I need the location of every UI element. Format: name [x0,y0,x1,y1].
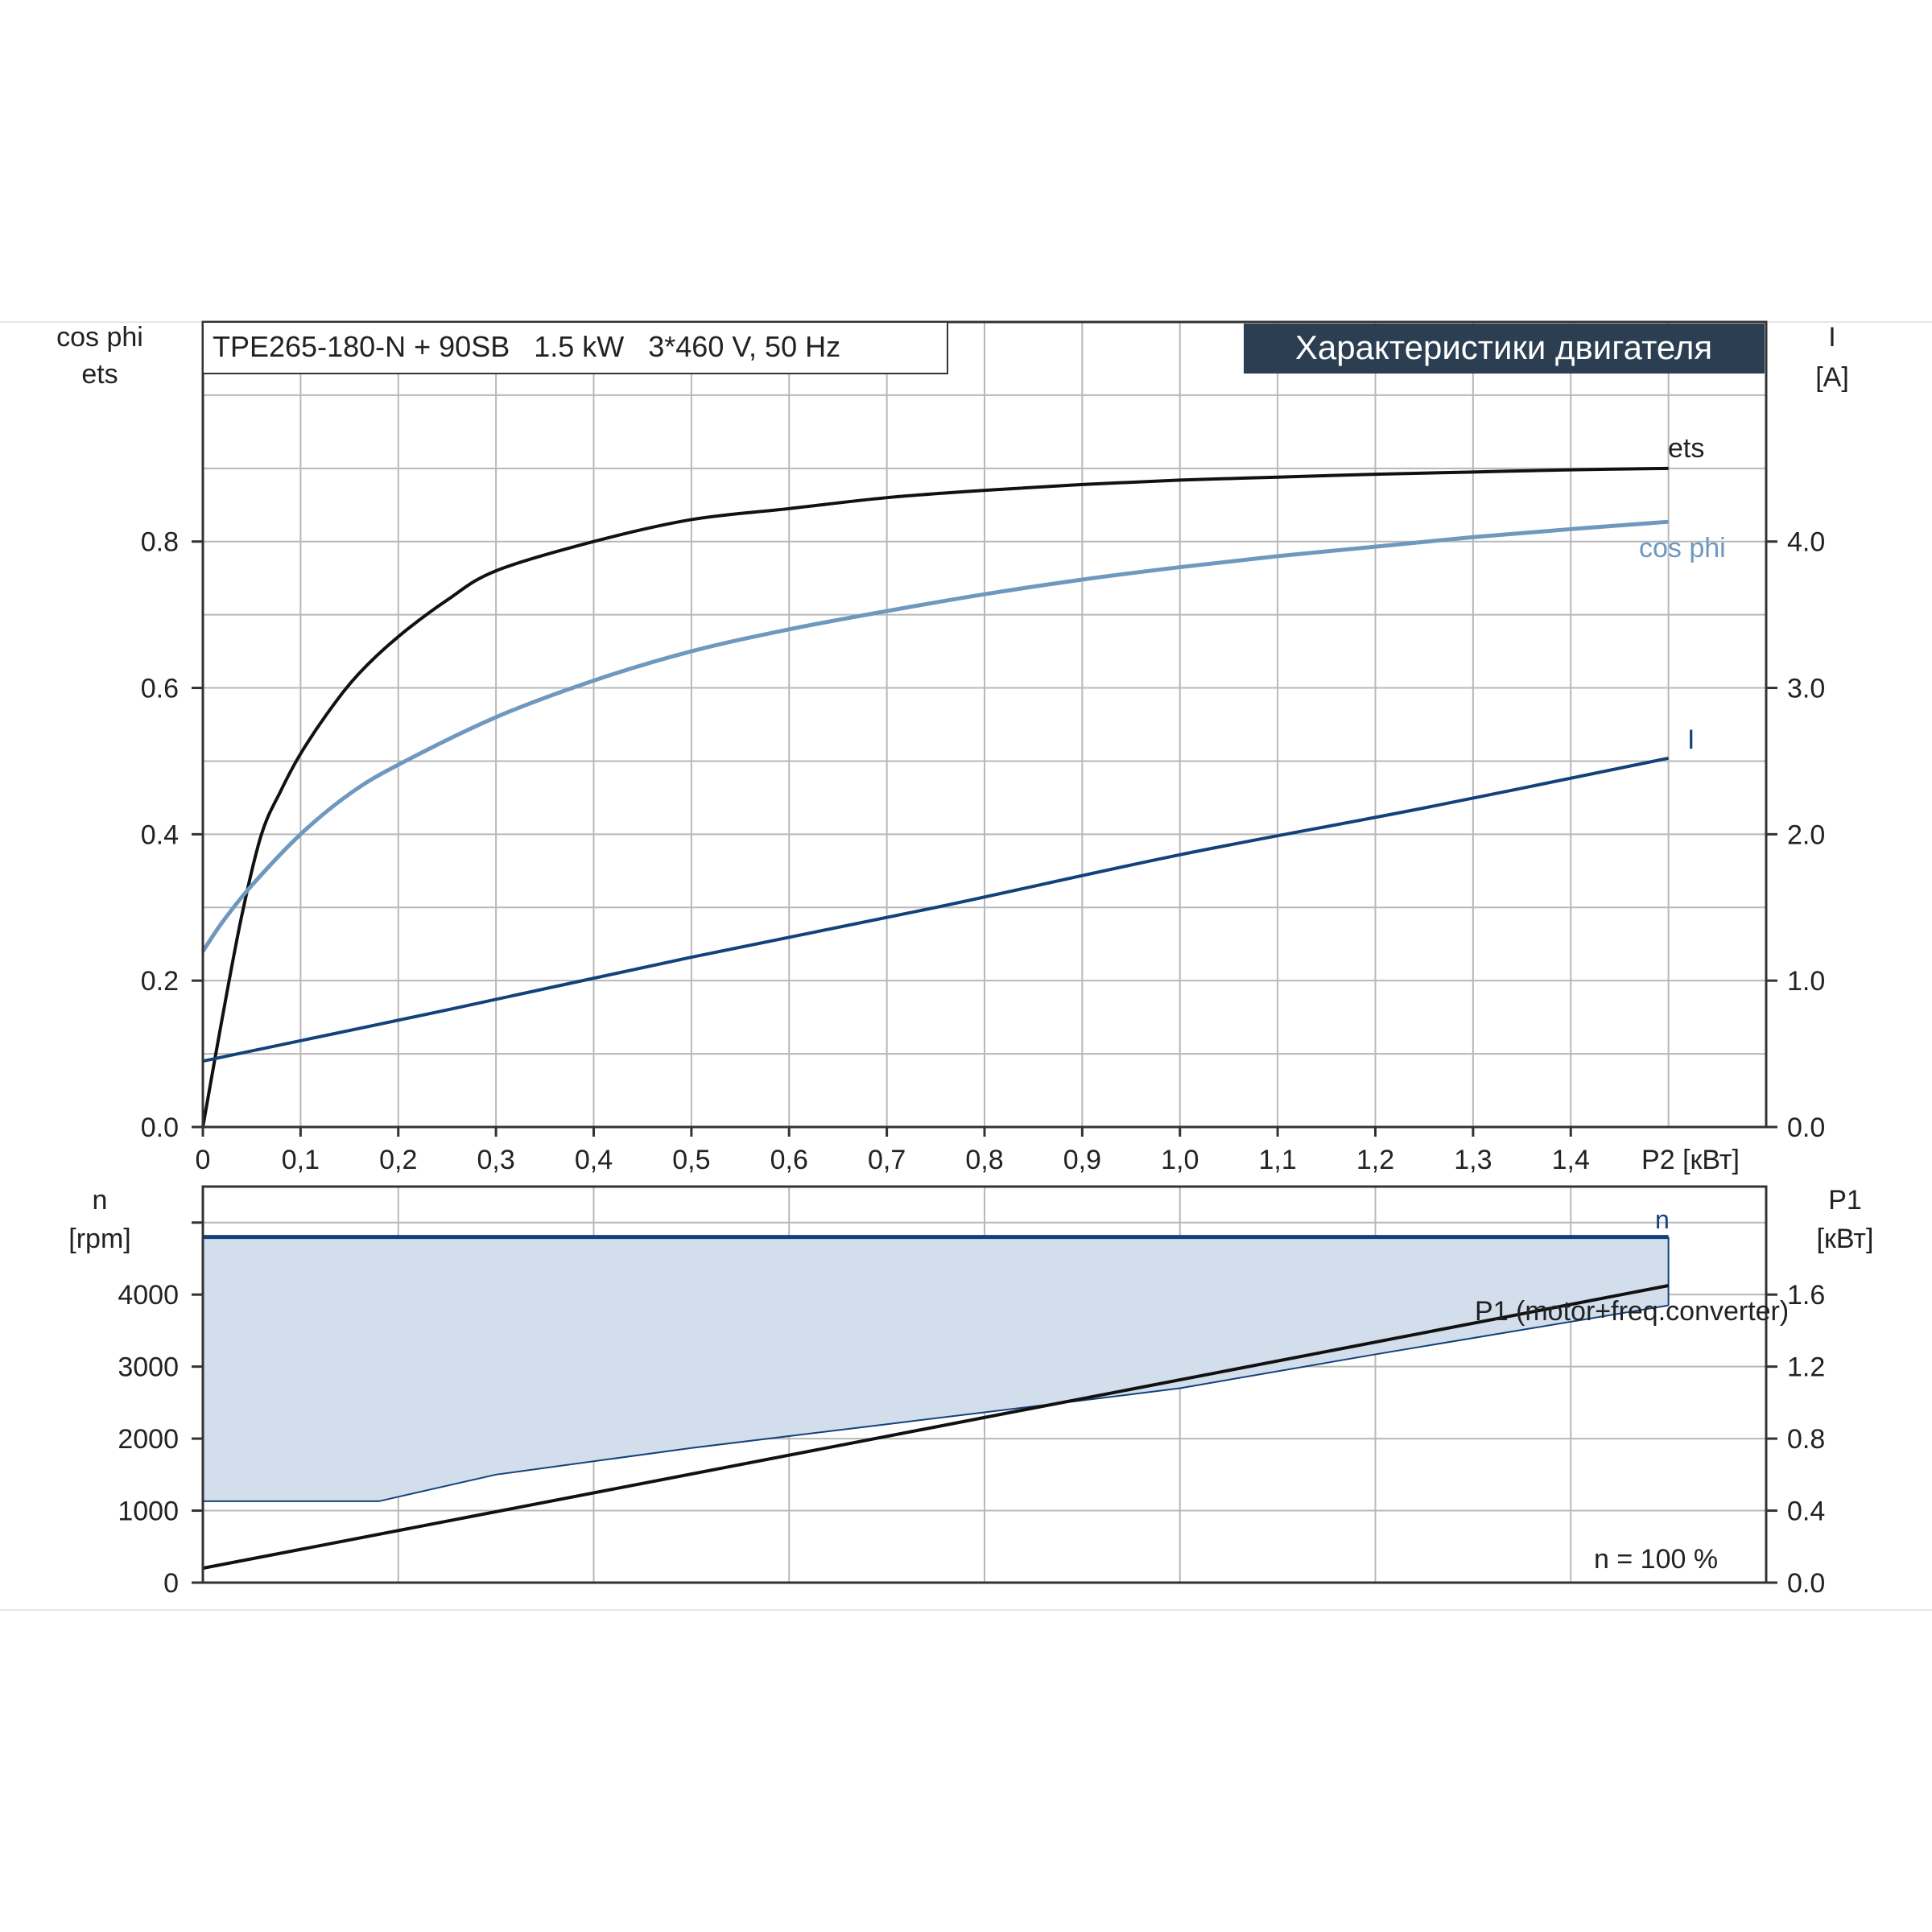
speed-range-area [203,1236,1669,1501]
pump-info-text: TPE265-180-N + 90SB 1.5 kW 3*460 V, 50 H… [213,330,840,363]
lower-left-tick-label: 3000 [118,1352,179,1383]
lower-left-axis-label-1: n [93,1185,108,1216]
series-label-p1: P1 (motor+freq.converter) [1475,1296,1789,1327]
ets-curve [201,466,1669,1128]
x-tick-label: 0,9 [1063,1145,1101,1175]
lower-right-tick-label: 0.8 [1787,1424,1825,1455]
upper-left-tick-label: 0.4 [141,819,179,850]
axis-ticks: 0.0 0.2 0.4 0.6 0.8 0.0 1.0 2.0 3.0 4.0 0 0,1 0,2 0,3… [118,527,1825,1599]
cos-phi-curve [200,519,1669,953]
chart-title-box: Характеристики двигателя [1244,324,1765,374]
x-tick-label: 0 [196,1145,211,1175]
current-curve [202,756,1670,1063]
lower-left-tick-label: 1000 [118,1496,179,1527]
x-tick-label: 1,2 [1356,1145,1394,1175]
lower-right-tick-label: 0.4 [1787,1496,1825,1527]
lower-left-axis-label-2: [rpm] [68,1224,130,1254]
lower-plot-area [202,1235,1670,1571]
p1-curve [202,1284,1670,1571]
upper-left-tick-label: 0.2 [141,966,179,997]
x-tick-label: 0,2 [379,1145,417,1175]
series-label-current: I [1687,724,1695,755]
x-tick-label: 1,0 [1161,1145,1199,1175]
upper-left-tick-label: 0.8 [141,527,179,558]
lower-left-tick-label: 4000 [118,1280,179,1311]
x-tick-label: 0,6 [770,1145,808,1175]
series-label-cos-phi: cos phi [1639,533,1726,564]
chart-title: Характеристики двигателя [1295,328,1712,366]
upper-right-tick-label: 2.0 [1787,819,1825,850]
upper-right-tick-label: 3.0 [1787,674,1825,704]
upper-left-axis-label-1: cos phi [56,322,143,353]
x-axis-label: P2 [кВт] [1641,1145,1740,1175]
upper-right-axis-label-1: I [1828,322,1835,353]
lower-right-tick-label: 0.0 [1787,1568,1825,1599]
upper-right-tick-label: 4.0 [1787,527,1825,558]
x-tick-label: 0,3 [477,1145,514,1175]
lower-left-tick-label: 2000 [118,1424,179,1455]
series-label-ets: ets [1668,433,1704,464]
speed-annotation: n = 100 % [1594,1544,1718,1575]
lower-right-axis-label-1: P1 [1828,1185,1862,1216]
lower-right-tick-label: 1.6 [1787,1280,1825,1311]
x-tick-label: 0,1 [282,1145,320,1175]
min-speed-curve [203,1304,1669,1502]
lower-frame [201,1185,1768,1584]
upper-right-tick-label: 1.0 [1787,966,1825,997]
lower-left-tick-label: 0 [163,1568,179,1599]
upper-plot-area [200,466,1670,1128]
x-tick-label: 1,1 [1258,1145,1296,1175]
x-tick-label: 0,5 [672,1145,710,1175]
upper-right-axis-label-2: [A] [1815,362,1849,393]
x-tick-label: 0,4 [575,1145,613,1175]
series-label-speed: n [1655,1205,1670,1234]
lower-right-axis-label-2: [кВт] [1817,1224,1874,1254]
x-tick-label: 1,4 [1552,1145,1590,1175]
upper-left-tick-label: 0.6 [141,674,179,704]
annotation-bg [1587,1539,1748,1578]
upper-right-tick-label: 0.0 [1787,1113,1825,1143]
upper-grid [203,322,1766,1127]
pump-info-box: TPE265-180-N + 90SB 1.5 kW 3*460 V, 50 H… [202,321,948,374]
upper-left-tick-label: 0.0 [141,1113,179,1143]
lower-right-tick-label: 1.2 [1787,1352,1825,1383]
x-tick-label: 0,7 [868,1145,906,1175]
x-tick-label: 0,8 [965,1145,1003,1175]
x-tick-label: 1,3 [1454,1145,1492,1175]
upper-left-axis-label-2: ets [81,359,118,390]
